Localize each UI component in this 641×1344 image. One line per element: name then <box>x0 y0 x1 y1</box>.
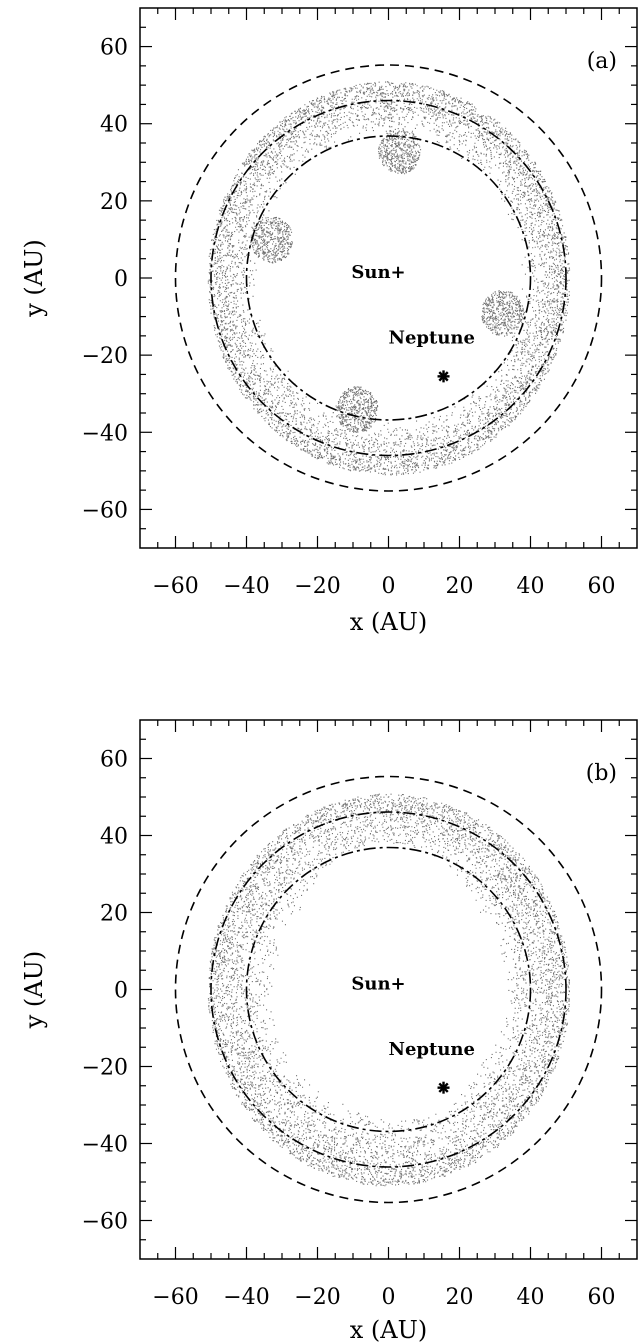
reference-circle-r50 <box>210 99 567 457</box>
neptune-marker <box>437 370 450 383</box>
x-tick-label: 0 <box>382 574 396 599</box>
neptune-marker-stroke <box>438 1082 449 1093</box>
panel-label: (a) <box>587 49 617 74</box>
x-axis-title: x (AU) <box>350 1316 427 1344</box>
x-tick-label: 20 <box>446 1285 474 1310</box>
y-axis-title: y (AU) <box>20 239 48 317</box>
x-axis-title: x (AU) <box>350 608 427 636</box>
y-tick-label: −60 <box>82 1210 128 1235</box>
neptune-marker-stroke <box>438 371 449 382</box>
y-tick-label: −20 <box>82 1056 128 1081</box>
x-tick-label: −20 <box>294 1285 340 1310</box>
x-tick-label: 0 <box>382 1285 396 1310</box>
y-tick-label: −40 <box>82 421 128 446</box>
y-tick-label: 40 <box>100 113 128 138</box>
reference-circle-r60 <box>174 64 603 492</box>
reference-circle-r60 <box>174 775 603 1204</box>
y-tick-label: 20 <box>100 190 128 215</box>
x-tick-label: −40 <box>223 1285 269 1310</box>
x-tick-label: 40 <box>517 574 545 599</box>
sun-label: Sun+ <box>351 262 405 283</box>
x-tick-label: −60 <box>152 574 198 599</box>
neptune-marker <box>437 1081 450 1094</box>
y-tick-label: 40 <box>100 825 128 850</box>
y-tick-label: −40 <box>82 1133 128 1158</box>
x-tick-label: 60 <box>588 1285 616 1310</box>
y-tick-label: 60 <box>100 36 128 61</box>
x-tick-label: 60 <box>588 574 616 599</box>
panel-a: −60 −40 −20 0 20 40 60 −60 −40 −20 0 20 40 60 x (AU) y … <box>20 7 638 636</box>
y-axis-title: y (AU) <box>20 951 48 1029</box>
y-tick-label: −20 <box>82 344 128 369</box>
y-tick-label: 60 <box>100 748 128 773</box>
y-tick-label: −60 <box>82 498 128 523</box>
neptune-label: Neptune <box>389 1039 475 1060</box>
panel-label: (b) <box>586 761 617 786</box>
x-tick-label: 20 <box>446 574 474 599</box>
x-tick-label: −60 <box>152 1285 198 1310</box>
sun-label: Sun+ <box>351 974 405 995</box>
reference-circle-r40 <box>245 846 532 1133</box>
y-tick-label: 20 <box>100 902 128 927</box>
x-tick-label: −20 <box>294 574 340 599</box>
reference-circle-r50 <box>210 811 567 1168</box>
reference-circle-r40 <box>245 135 532 421</box>
neptune-label: Neptune <box>389 328 475 349</box>
panel-b: −60 −40 −20 0 20 40 60 −60 −40 −20 0 20 40 60 x (AU) y … <box>20 719 638 1344</box>
y-tick-label: 0 <box>114 267 128 292</box>
x-tick-label: −40 <box>223 574 269 599</box>
x-tick-label: 40 <box>517 1285 545 1310</box>
y-tick-label: 0 <box>114 979 128 1004</box>
